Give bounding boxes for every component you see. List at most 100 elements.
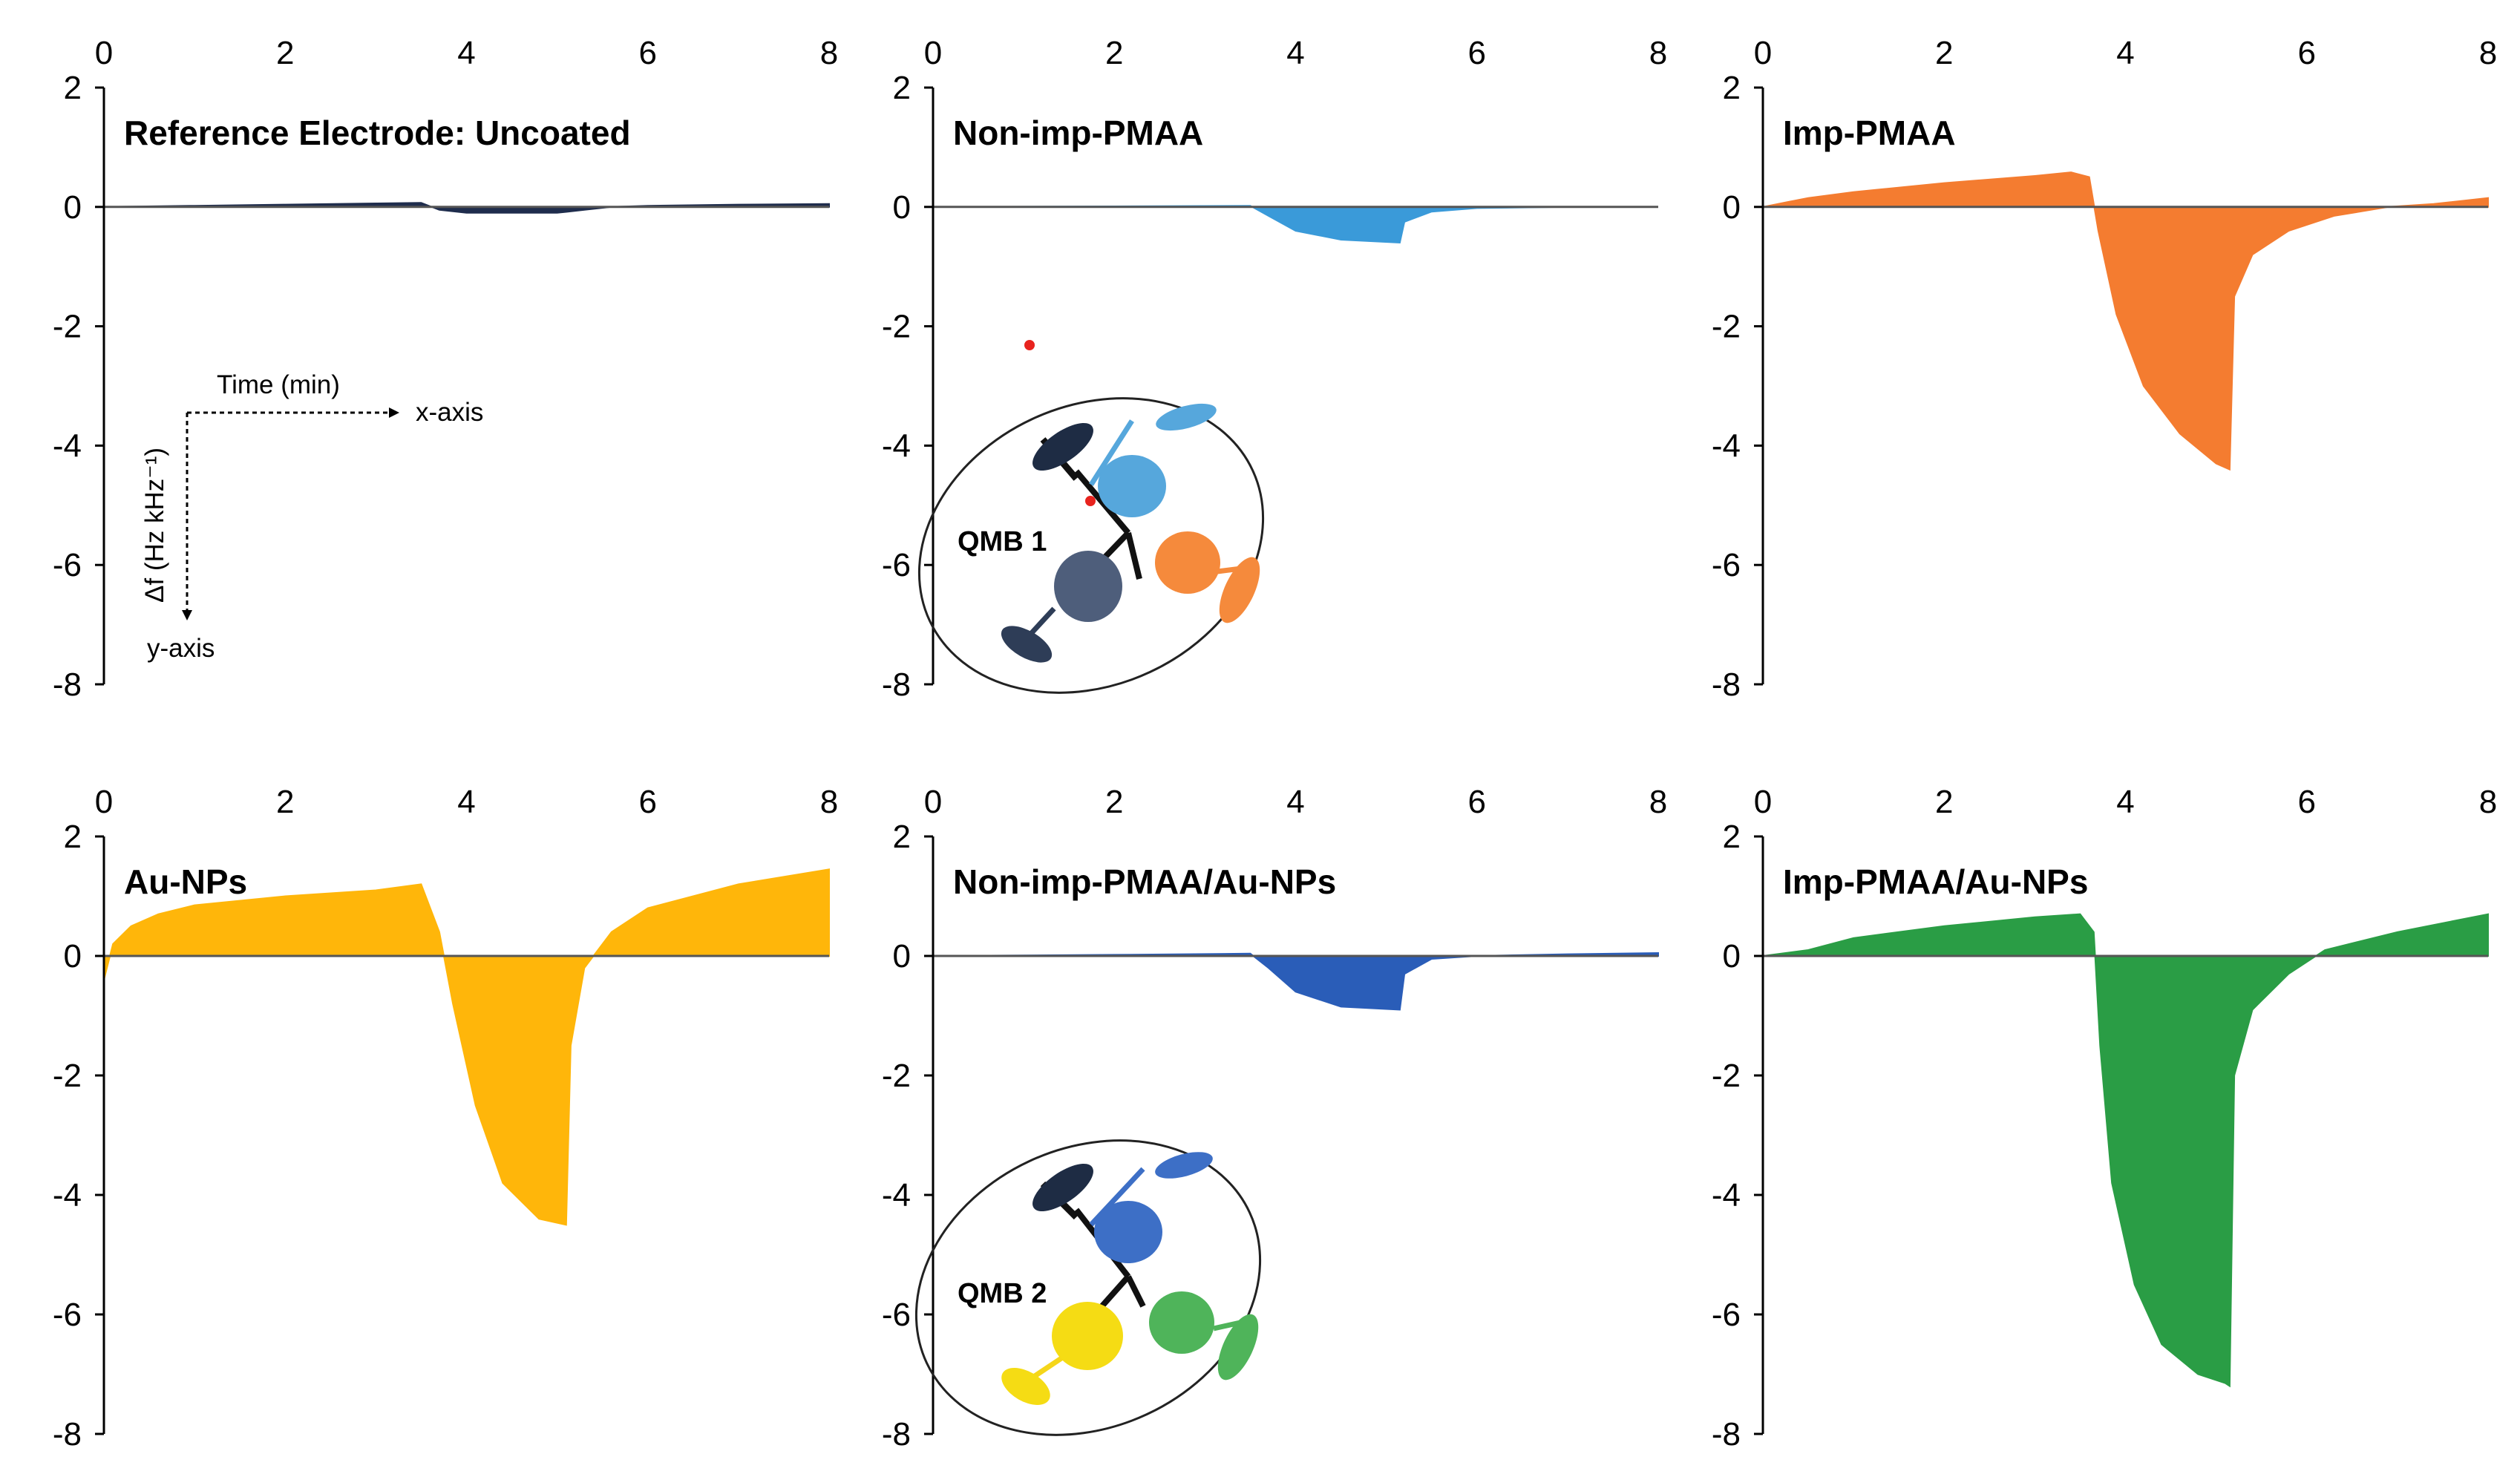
x-tick-label: 4	[1286, 35, 1304, 71]
y-tick-label: 0	[893, 938, 911, 975]
panel-title: Imp-PMAA/Au-NPs	[1783, 862, 2088, 901]
x-tick-label: 2	[1105, 784, 1123, 820]
y-tick-label: 0	[1723, 189, 1741, 226]
qmb-2-diagram: QMB 2	[914, 1139, 1262, 1436]
x-tick-label: 6	[639, 784, 657, 820]
qmb-1-stem	[1089, 419, 1134, 486]
x-tick-label: 4	[1286, 784, 1304, 820]
y-tick-label: -2	[882, 1058, 911, 1094]
panel-title: Au-NPs	[124, 862, 247, 901]
response-area	[932, 205, 1658, 244]
x-tick-label: 2	[1105, 35, 1123, 71]
y-tick-label: -4	[882, 428, 911, 464]
y-tick-label: 2	[64, 819, 82, 855]
qmb-1-pad-far-right	[1219, 557, 1260, 623]
x-tick-label: 8	[1649, 35, 1667, 71]
axis-key-y-arrowhead	[182, 610, 192, 620]
qmb-1-pad-right	[1155, 531, 1220, 594]
y-tick-label: -6	[882, 1297, 911, 1333]
panel-title: Reference Electrode: Uncoated	[124, 114, 631, 152]
qmb-1-outline	[917, 397, 1265, 694]
qmb-1-pad-bottom	[1001, 626, 1053, 663]
panel-au-nps: 20-2-4-6-80 2 4 6 8Au-NPs	[53, 784, 838, 1452]
y-tick-label: -8	[882, 1416, 911, 1452]
y-tick-label: -2	[53, 309, 82, 345]
y-tick-label: 0	[64, 938, 82, 975]
qmb-2-pad-far-right	[1217, 1314, 1259, 1380]
x-tick-label: 0	[1754, 35, 1772, 71]
qmb-1-label: QMB 1	[958, 526, 1047, 557]
y-tick-label: -6	[1712, 547, 1741, 583]
qmb-2-stem	[1125, 1275, 1146, 1308]
x-tick-label: 2	[276, 35, 294, 71]
y-tick-label: -4	[53, 1177, 82, 1213]
qmb-2-pad-top	[1155, 1152, 1213, 1179]
axis-key-y-axis-text: y-axis	[147, 634, 215, 663]
y-tick-label: 2	[1723, 70, 1741, 106]
qmb-2-pad-left	[1032, 1163, 1093, 1212]
marker-dot	[1085, 496, 1096, 506]
x-tick-label: 6	[1468, 784, 1486, 820]
y-tick-label: -8	[1712, 666, 1741, 703]
y-tick-label: -4	[1712, 428, 1741, 464]
qmb-2-pad-right	[1149, 1291, 1214, 1354]
y-tick-label: -6	[53, 1297, 82, 1333]
axis-key-x-axis-text: x-axis	[416, 398, 483, 427]
qmb-1-stem	[1125, 532, 1142, 580]
panel-title: Non-imp-PMAA	[953, 114, 1203, 152]
y-tick-label: 2	[64, 70, 82, 106]
axis-key-y-label: Δf (Hz kHz⁻¹)	[140, 448, 169, 603]
panel-title: Imp-PMAA	[1783, 114, 1956, 152]
y-tick-label: -2	[882, 309, 911, 345]
response-area	[1762, 171, 2489, 471]
qmb-1-diagram: QMB 1	[917, 340, 1265, 694]
y-tick-label: -4	[882, 1177, 911, 1213]
y-tick-label: 0	[1723, 938, 1741, 975]
x-tick-label: 6	[2298, 35, 2316, 71]
y-tick-label: 2	[893, 70, 911, 106]
x-tick-label: 0	[924, 35, 942, 71]
x-tick-label: 8	[820, 35, 838, 71]
qmb-1-pad-top	[1156, 403, 1217, 431]
y-tick-label: -6	[882, 547, 911, 583]
x-tick-label: 2	[1935, 35, 1953, 71]
y-tick-label: -4	[1712, 1177, 1741, 1213]
panel-title: Non-imp-PMAA/Au-NPs	[953, 862, 1336, 901]
x-tick-label: 0	[924, 784, 942, 820]
qmb-1-stem	[1073, 469, 1131, 535]
qmb-2-stem	[1096, 1274, 1130, 1312]
x-tick-label: 8	[820, 784, 838, 820]
qmb-2-label: QMB 2	[958, 1278, 1047, 1309]
x-tick-label: 6	[2298, 784, 2316, 820]
y-tick-label: -6	[53, 547, 82, 583]
x-tick-label: 4	[2116, 784, 2134, 820]
axis-key-x-arrowhead	[389, 407, 399, 418]
axis-key: Time (min) x-axis Δf (Hz kHz⁻¹) y-axis	[140, 370, 483, 663]
x-tick-label: 4	[2116, 35, 2134, 71]
y-tick-label: 0	[893, 189, 911, 226]
y-tick-label: 2	[893, 819, 911, 855]
y-tick-label: -2	[53, 1058, 82, 1094]
x-tick-label: 2	[1935, 784, 1953, 820]
x-tick-label: 6	[1468, 35, 1486, 71]
x-tick-label: 0	[1754, 784, 1772, 820]
x-tick-label: 8	[1649, 784, 1667, 820]
qmb-2-pad-bottom	[1001, 1368, 1050, 1405]
x-tick-label: 8	[2479, 35, 2497, 71]
response-area	[932, 951, 1659, 1011]
qmb-2-outline	[914, 1139, 1262, 1436]
axis-key-x-label: Time (min)	[217, 370, 340, 399]
y-tick-label: 0	[64, 189, 82, 226]
y-tick-label: -8	[53, 666, 82, 703]
y-tick-label: -6	[1712, 1297, 1741, 1333]
qmb-2-pad-center	[1094, 1201, 1162, 1263]
y-tick-label: -2	[1712, 309, 1741, 345]
response-area	[103, 868, 830, 1226]
x-tick-label: 4	[457, 784, 475, 820]
y-tick-label: -8	[53, 1416, 82, 1452]
